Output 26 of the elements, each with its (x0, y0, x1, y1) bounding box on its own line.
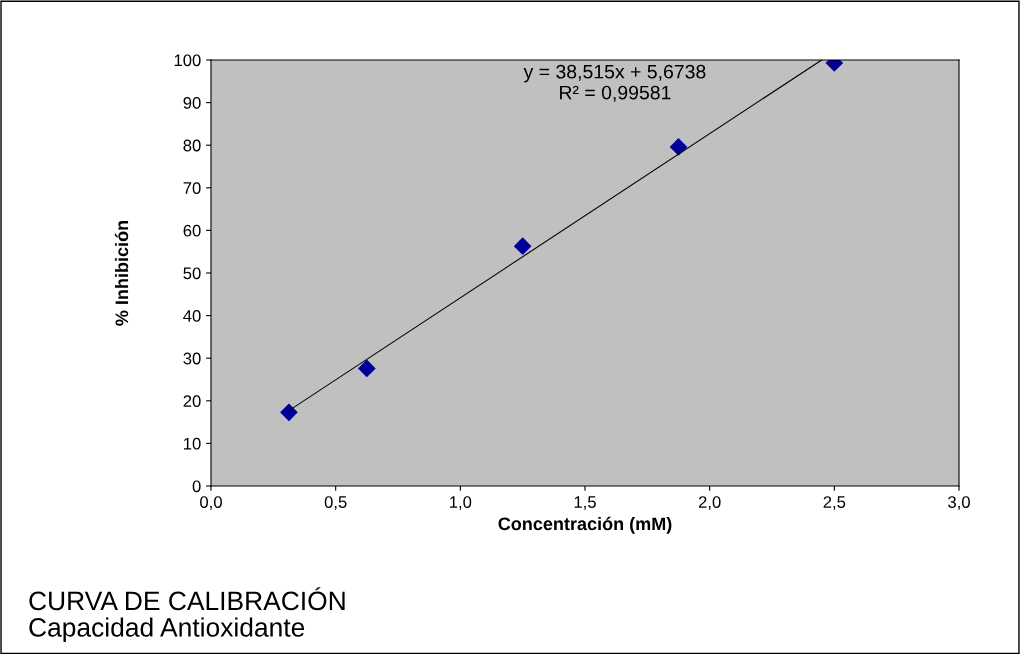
x-tick-label: 0,5 (324, 496, 347, 510)
point (358, 359, 376, 377)
y-tick-label: 100 (174, 54, 201, 67)
y-tick-label: 30 (183, 352, 201, 365)
x-tick-label: 0,0 (200, 496, 222, 510)
annotation: y = 38,515x + 5,6738 R² = 0,99581 (523, 64, 706, 102)
y-tick-label: 40 (183, 310, 201, 322)
y-tick-label: 80 (183, 139, 201, 152)
y-tick-label: 50 (183, 267, 201, 280)
x-tick-label: 3,0 (948, 496, 970, 510)
y-tick-label: 10 (184, 437, 201, 450)
x-tick-label: 2,5 (823, 496, 846, 510)
point (280, 403, 298, 421)
y-tick-label: 90 (183, 97, 201, 109)
x-axis-title: Concentración (mM) (498, 516, 672, 534)
x-tick-label: 1,0 (450, 496, 472, 510)
y-tick-label: 20 (183, 395, 201, 407)
y-tick-label: 70 (183, 182, 201, 194)
y-tick-label: 0 (192, 480, 201, 493)
x-tick-label: 1,5 (574, 496, 596, 510)
y-axis-title: % Inhibición (114, 220, 129, 326)
point (514, 237, 532, 255)
point (669, 138, 688, 156)
text: CURVA DE CALIBRACIÓN Capacidad Antioxidante (29, 587, 345, 642)
x-tick-label: 2,0 (698, 496, 721, 510)
y-tick-label: 60 (183, 224, 201, 237)
